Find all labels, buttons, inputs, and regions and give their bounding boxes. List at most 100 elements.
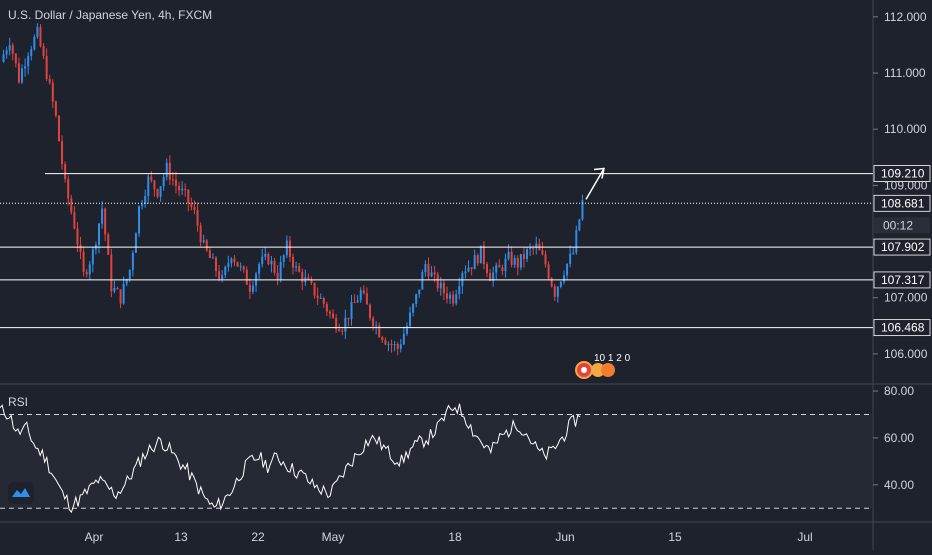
symbol-title: U.S. Dollar / Japanese Yen, 4h, FXCM [8,8,213,22]
candle-body [208,250,211,259]
candle-body [310,279,313,283]
candle-body [384,340,387,345]
candle-body [165,162,168,177]
candle-body [91,249,94,265]
candle-body [48,78,51,83]
candle-body [569,253,572,264]
candle-body [187,189,190,204]
candle-body [338,329,341,331]
candle-body [24,66,27,69]
arrow-head [593,167,605,179]
candle-body [82,251,85,272]
candle-body [159,186,162,197]
candle-body [30,49,33,56]
time-tick-label: 15 [668,530,682,544]
candle-body [76,228,79,245]
candle-body [215,257,218,272]
price-level-label: 108.681 [881,196,925,210]
candle-body [479,245,482,264]
candle-body [415,294,418,304]
candle-body [396,344,399,349]
rsi-line [0,403,581,514]
candle-body [356,300,359,303]
candle-body [421,272,424,290]
candle-body [279,261,282,281]
candle-body [359,290,362,301]
candle-body [79,244,82,252]
candle-body [319,298,322,300]
time-tick-label: 18 [448,530,462,544]
candle-body [307,277,310,280]
candle-body [301,271,304,283]
price-level-label: 107.317 [881,273,925,287]
candle-body [288,240,291,257]
candle-body [153,180,156,190]
candle-body [464,271,467,274]
candle-body [529,248,532,250]
price-tick-label: 112.000 [884,10,927,24]
candle-body [393,344,396,346]
price-level-box [873,238,931,256]
candle-body [562,275,565,282]
rsi-title: RSI [8,395,28,409]
candle-body [273,260,276,273]
candle-body [492,272,495,281]
candle-body [270,260,273,265]
candle-body [218,271,221,280]
candle-body [98,223,100,245]
candle-body [205,240,208,251]
time-tick-label: 22 [251,530,265,544]
candle-body [39,26,42,47]
candle-body [449,294,452,299]
candle-body [181,188,184,191]
candle-body [2,54,5,62]
candle-body [122,283,125,304]
candle-body [147,176,150,197]
tradingview-logo [8,482,34,504]
candle-body [150,176,153,181]
price-level-label: 106.468 [881,321,925,335]
candle-body [174,179,177,186]
price-level-label: 109.210 [881,167,925,181]
candle-body [365,293,368,305]
candle-body [436,274,439,289]
candle-body [526,249,529,260]
candle-body [375,325,378,327]
candle-body [458,285,461,295]
candle-body [227,263,230,267]
candle-body [532,248,535,250]
tradingview-logo-icon [8,482,34,504]
candle-body [476,255,479,264]
candle-body [110,254,113,292]
candle-body [292,256,294,268]
candle-body [113,287,116,292]
candle-body [328,311,331,314]
candle-body [473,255,476,270]
candle-body [45,56,48,79]
candle-body [116,287,119,290]
candle-body [378,325,381,338]
candle-body [544,254,547,265]
candle-body [156,189,159,197]
candle-body [498,265,501,268]
candle-body [64,164,67,179]
candle-body [5,50,8,55]
candle-body [522,253,525,260]
candle-body [264,254,267,257]
candle-body [101,208,104,224]
candle-body [513,257,516,265]
candle-body [424,264,427,273]
candle-body [559,281,562,287]
candle-body [418,289,421,295]
time-tick-label: Jun [555,530,574,544]
candle-body [344,317,347,332]
candle-body [168,162,171,180]
candle-body [578,219,581,231]
candle-body [104,208,107,235]
candle-body [248,284,251,292]
candle-body [14,53,17,64]
candle-body [368,304,371,319]
candle-body [107,234,110,255]
time-tick-label: Jul [797,530,812,544]
